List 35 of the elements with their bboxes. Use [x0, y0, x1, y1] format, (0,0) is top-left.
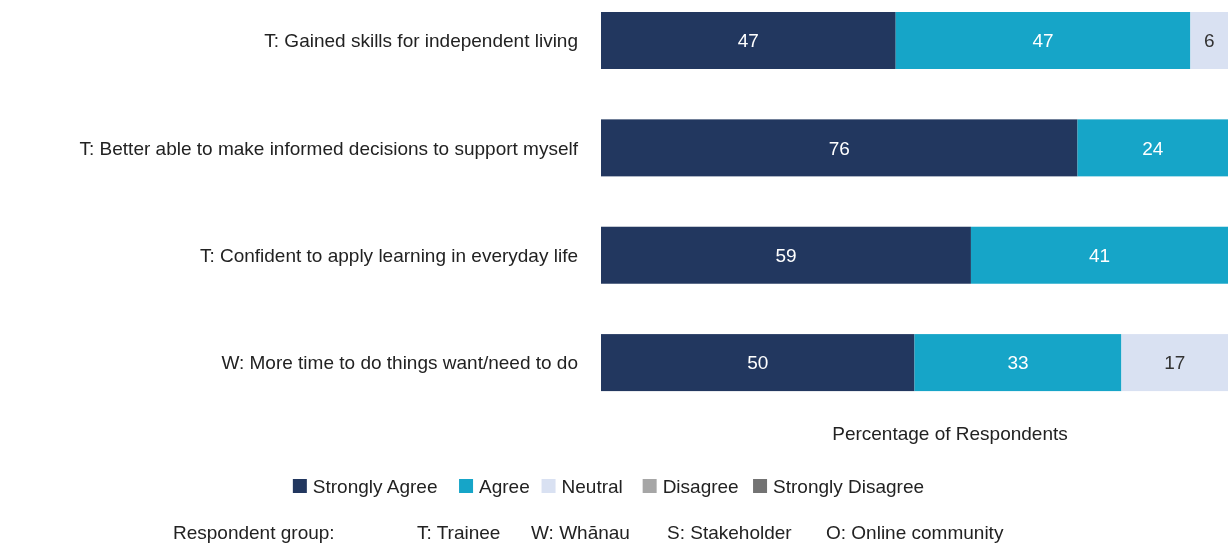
text: T: Trainee: [417, 522, 501, 543]
y-tick-label: W: More time to do things want/need to do: [221, 352, 578, 374]
data-label: 47: [1032, 30, 1054, 52]
bar: [914, 334, 1122, 392]
bar: [1121, 334, 1228, 392]
bar: [601, 12, 896, 69]
y-tick-label: T: Gained skills for independent living: [264, 30, 578, 52]
bar: [1077, 119, 1228, 177]
text: Respondent group:: [173, 522, 335, 543]
legend-label: Strongly Agree: [312, 475, 438, 497]
data-label: 33: [1007, 352, 1029, 374]
bar: [601, 334, 915, 392]
legend-label: Disagree: [662, 475, 739, 497]
bar: [895, 12, 1191, 69]
data-label: 24: [1142, 137, 1164, 159]
text: S: Stakeholder: [667, 522, 793, 543]
legend-label: Strongly Disagree: [773, 475, 925, 497]
legend-label: Agree: [479, 475, 530, 497]
bar: [601, 226, 971, 284]
data-label: 17: [1164, 352, 1186, 374]
bar: [601, 119, 1078, 177]
legend-label: Neutral: [561, 475, 623, 497]
bar: [1190, 12, 1228, 69]
y-tick-label: T: Confident to apply learning in everyday life: [199, 244, 578, 266]
data-label: 76: [828, 137, 850, 159]
text: W: Whānau: [531, 522, 630, 543]
data-label: 47: [737, 30, 759, 52]
data-label: 59: [775, 244, 797, 266]
text: O: Online community: [826, 522, 1004, 543]
data-label: 50: [747, 352, 769, 374]
data-label: 41: [1088, 244, 1111, 266]
data-label: 6: [1203, 30, 1215, 52]
y-tick-label: T: Better able to make informed decisions to support myself: [79, 137, 579, 159]
x-axis-title: Percentage of Respondents: [832, 423, 1068, 444]
bar: [970, 226, 1228, 284]
